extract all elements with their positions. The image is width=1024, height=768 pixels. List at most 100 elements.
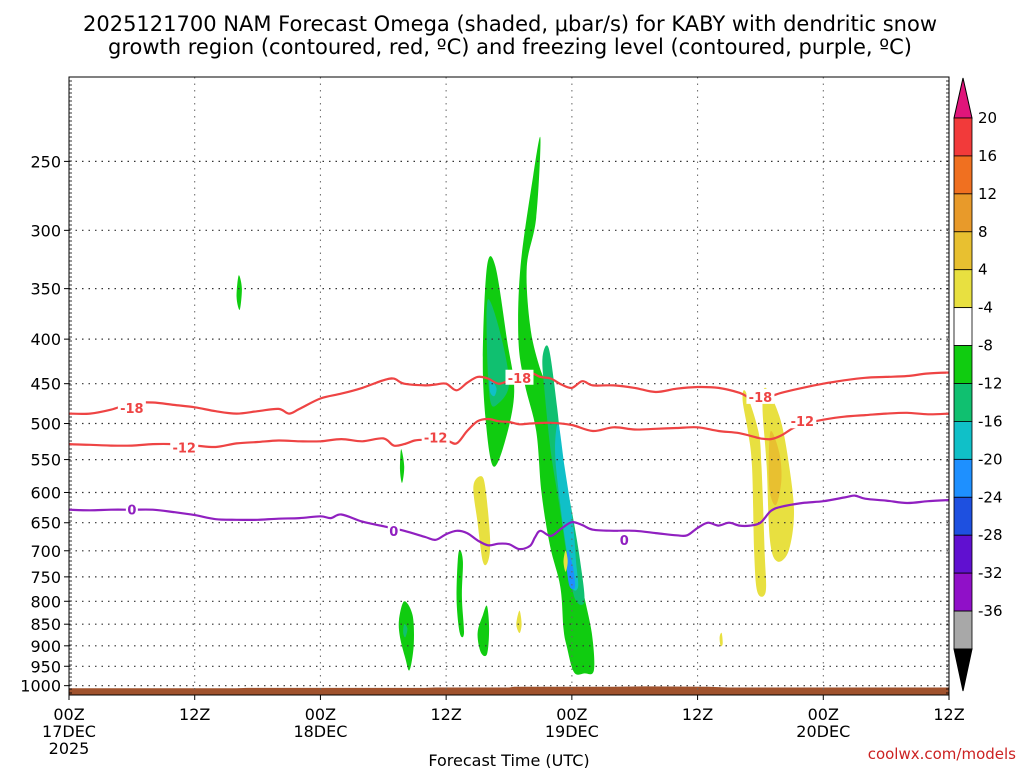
x-tick-time-7: 12Z <box>933 705 964 724</box>
colorbar-label-10: -24 <box>978 488 1003 506</box>
colorbar-label-3: 8 <box>978 223 988 241</box>
contour-label-minus12-1: -12 <box>424 432 448 447</box>
omega-region-9 <box>398 601 414 671</box>
omega-region-17 <box>742 390 767 597</box>
contour-label-bg-minus18-2 <box>746 388 775 404</box>
colorbar-label-4: 4 <box>978 261 988 279</box>
omega-region-2 <box>555 423 579 591</box>
y-tick-label-550: 550 <box>30 451 61 470</box>
colorbar-label-0: 20 <box>978 109 997 127</box>
omega-region-3 <box>566 550 576 590</box>
x-tick-time-0: 00Z <box>53 705 84 724</box>
y-tick-label-650: 650 <box>30 514 61 533</box>
omega-region-15 <box>563 550 568 572</box>
omega-region-10 <box>403 624 408 638</box>
x-tick-year-0: 2025 <box>49 739 90 758</box>
colorbar-bin-3 <box>953 231 973 271</box>
contour-label-bg-zero-2 <box>618 531 631 547</box>
contour-label-bg-minus12-0 <box>170 439 199 455</box>
colorbar-label-6: -8 <box>978 337 993 355</box>
grid-lines <box>69 76 949 695</box>
omega-region-14 <box>516 610 522 633</box>
contour-label-minus18-1: -18 <box>508 372 532 387</box>
y-tick-label-800: 800 <box>30 592 61 611</box>
y-tick-label-1000: 1000 <box>20 677 61 696</box>
omega-region-16 <box>719 632 723 647</box>
y-tick-label-600: 600 <box>30 483 61 502</box>
y-tick-label-450: 450 <box>30 375 61 394</box>
y-tick-label-750: 750 <box>30 568 61 587</box>
colorbar-bin-13 <box>953 610 973 650</box>
colorbar-bin-1 <box>953 155 973 195</box>
colorbar-top-arrow <box>953 77 973 119</box>
colorbar-bin-11 <box>953 534 973 574</box>
contour-line-minus12 <box>68 411 950 449</box>
y-tick-label-950: 950 <box>30 657 61 676</box>
colorbar-label-9: -20 <box>978 450 1003 468</box>
colorbar-label-7: -12 <box>978 375 1003 393</box>
colorbar-bin-8 <box>953 421 973 460</box>
colorbar-bin-9 <box>953 458 973 498</box>
colorbar-bin-2 <box>953 193 973 233</box>
colorbar: 20 16 12 8 4 -4 -8 -12 -16 -20 -24 -28 -32 -36 <box>953 77 1003 692</box>
contour-label-bg-minus12-1 <box>421 429 450 445</box>
x-axis-label: Forecast Time (UTC) <box>428 751 589 768</box>
terrain-fill <box>69 686 949 695</box>
chart-title-line2: growth region (contoured, red, ºC) and f… <box>108 35 912 59</box>
y-axis-ticks: 250 300 350 400 450 500 550 600 650 700 750 800 850 9… <box>20 152 69 696</box>
contour-label-minus18-2: -18 <box>749 391 773 406</box>
colorbar-bin-10 <box>953 496 973 536</box>
colorbar-label-8: -16 <box>978 412 1003 430</box>
colorbar-bin-7 <box>953 383 973 422</box>
contour-line-zero <box>68 494 950 551</box>
omega-shading <box>236 136 795 675</box>
colorbar-bin-6 <box>953 345 973 384</box>
omega-region-8 <box>399 449 405 483</box>
colorbar-label-11: -28 <box>978 526 1003 544</box>
x-tick-date-0: 17DEC <box>42 722 96 741</box>
colorbar-bin-5 <box>953 307 973 346</box>
colorbar-label-13: -36 <box>978 602 1003 620</box>
omega-region-19 <box>768 430 782 506</box>
colorbar-bin-4 <box>953 269 973 309</box>
contour-label-zero-1: 0 <box>389 525 398 540</box>
x-tick-date-2: 18DEC <box>293 722 347 741</box>
colorbar-label-2: 12 <box>978 185 997 203</box>
contour-label-bg-minus18-0 <box>117 400 146 416</box>
x-tick-date-4: 19DEC <box>545 722 599 741</box>
colorbar-label-1: 16 <box>978 147 997 165</box>
plot-frame <box>68 76 950 696</box>
x-tick-time-6: 00Z <box>808 705 839 724</box>
terrain-surface <box>69 686 949 695</box>
contour-label-minus12-2: -12 <box>791 415 815 430</box>
y-tick-label-250: 250 <box>30 152 61 171</box>
y-tick-label-300: 300 <box>30 221 61 240</box>
credit-text: coolwx.com/models <box>868 745 1016 763</box>
colorbar-bin-12 <box>953 572 973 612</box>
omega-region-0 <box>518 136 595 675</box>
x-tick-time-2: 00Z <box>305 705 336 724</box>
contour-label-minus12-0: -12 <box>172 442 196 457</box>
omega-region-12 <box>477 605 490 657</box>
contour-label-bg-zero-0 <box>125 501 138 517</box>
x-tick-time-5: 12Z <box>682 705 713 724</box>
y-tick-label-850: 850 <box>30 615 61 634</box>
colorbar-label-5: -4 <box>978 299 993 317</box>
temperature-contours: -18 -18 -18 -12 -12 -12 0 0 0 <box>68 369 950 551</box>
colorbar-bottom-arrow <box>953 648 973 692</box>
x-tick-time-3: 12Z <box>430 705 461 724</box>
colorbar-bin-0 <box>953 117 973 157</box>
contour-label-bg-minus18-1 <box>505 369 534 385</box>
chart-title-line1: 2025121700 NAM Forecast Omega (shaded, μ… <box>83 12 937 36</box>
omega-region-7 <box>236 275 242 310</box>
contour-label-zero-2: 0 <box>620 534 629 549</box>
y-tick-label-500: 500 <box>30 415 61 434</box>
x-tick-time-4: 00Z <box>556 705 587 724</box>
colorbar-label-12: -32 <box>978 564 1003 582</box>
x-tick-time-1: 12Z <box>179 705 210 724</box>
contour-label-bg-zero-1 <box>387 522 400 538</box>
y-tick-label-350: 350 <box>30 280 61 299</box>
y-tick-label-900: 900 <box>30 637 61 656</box>
